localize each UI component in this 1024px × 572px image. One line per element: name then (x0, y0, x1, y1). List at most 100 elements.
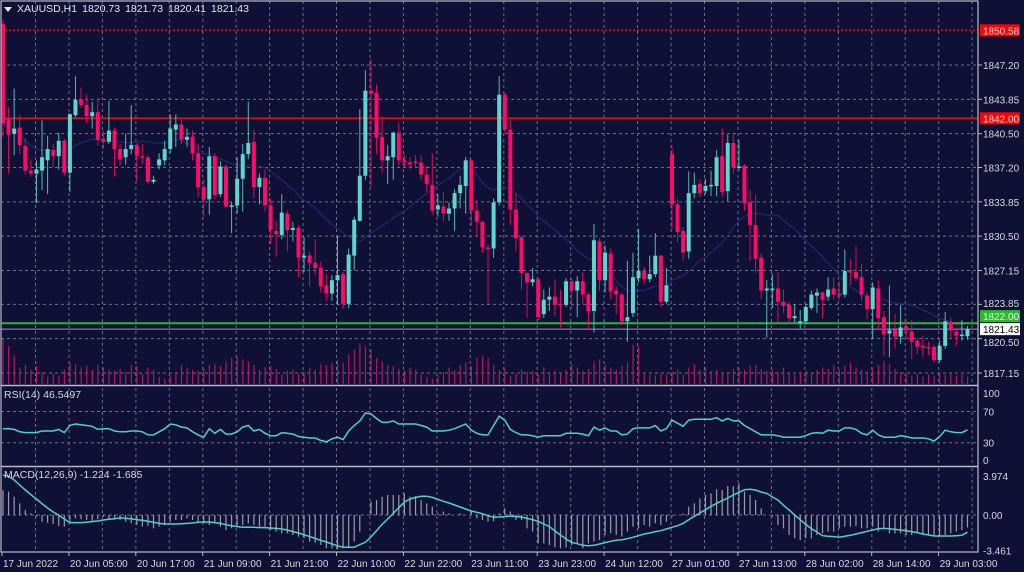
volume-bar (114, 370, 116, 384)
candle-body (40, 157, 45, 171)
candle (513, 194, 518, 252)
volume-bar (604, 365, 606, 384)
candle-body (391, 132, 396, 158)
price-axis-label: 1827.15 (983, 267, 1020, 278)
candle (859, 263, 864, 301)
volume-bar (303, 372, 305, 384)
candle (6, 107, 11, 174)
candle-body (619, 294, 624, 322)
time-axis-label: 20 Jun 17:00 (137, 559, 195, 570)
volume-bar (331, 362, 333, 384)
volume-bar (732, 368, 735, 384)
volume-bar (192, 369, 194, 384)
volume-bar (275, 368, 277, 384)
volume-bar (861, 369, 863, 384)
candle (179, 119, 184, 144)
candle-body (497, 94, 502, 203)
candle-body (915, 340, 920, 347)
candle-body (23, 145, 28, 171)
candle-body (112, 130, 117, 150)
candle (435, 194, 440, 217)
candle (770, 274, 775, 308)
volume-bar (509, 375, 512, 384)
candle-body (558, 303, 563, 306)
candle (497, 76, 502, 206)
volume-bar (526, 372, 528, 384)
candle (876, 280, 881, 330)
candle (720, 128, 725, 198)
volume-bar (35, 366, 38, 384)
candle (920, 335, 925, 358)
candle-body (842, 271, 847, 295)
candle (447, 202, 451, 221)
volume-bar (325, 365, 328, 384)
candle-body (948, 322, 953, 331)
candle (212, 153, 217, 200)
candle-body (904, 326, 909, 331)
candle-body (937, 345, 942, 361)
volume-bar (493, 365, 495, 384)
candle (474, 200, 479, 237)
candle (904, 319, 909, 339)
price-axis-label: 1823.85 (983, 299, 1020, 310)
candle (452, 189, 457, 232)
candle (145, 155, 150, 184)
candle-body (346, 254, 351, 304)
dropdown-triangle-icon[interactable] (4, 6, 12, 12)
candle-body (709, 184, 714, 187)
candle (575, 276, 580, 318)
candle (887, 285, 892, 358)
candle (932, 344, 937, 363)
candle (670, 145, 674, 231)
candle-body (296, 227, 301, 258)
candle-body (352, 219, 357, 256)
volume-bar (337, 360, 339, 384)
volume-bar (498, 369, 500, 384)
volume-bar (286, 370, 289, 384)
candle (363, 70, 368, 180)
volume-bar (894, 368, 896, 384)
candle (675, 199, 680, 243)
candle-body (218, 166, 223, 195)
volume-bar (738, 367, 740, 384)
candle-body (764, 288, 769, 291)
candle-body (413, 161, 418, 163)
volume-bar (2, 339, 4, 384)
candle-body (402, 160, 407, 163)
candles (1, 19, 970, 363)
volume-bar (314, 369, 316, 384)
volume-bar (74, 364, 77, 384)
volume-bar (180, 365, 183, 384)
candle-body (580, 281, 585, 295)
candle-body (274, 231, 279, 235)
candle-body (463, 160, 468, 186)
time-axis-label: 21 Jun 21:00 (271, 559, 329, 570)
volume-bar (816, 369, 818, 384)
volume-bar (554, 370, 556, 384)
candle-body (965, 329, 970, 337)
candle (352, 216, 357, 270)
volume-bar (576, 367, 578, 384)
candle-body (268, 205, 273, 231)
candle-body (720, 156, 725, 193)
candle (736, 139, 741, 170)
volume-bar (281, 374, 283, 384)
candle (346, 248, 351, 308)
candle-body (502, 94, 507, 130)
volume-bar (342, 362, 344, 384)
candle (508, 120, 513, 225)
volume-bar (476, 357, 478, 384)
candle-body (224, 166, 228, 207)
volume-bar (838, 369, 840, 384)
volume-bar (208, 365, 210, 384)
candle-body (865, 295, 870, 309)
candle (302, 237, 307, 273)
candle-body (932, 346, 937, 361)
time-axis-label: 28 Jun 02:00 (806, 559, 864, 570)
volume-bar (454, 370, 456, 384)
candle-body (329, 280, 334, 294)
macd-title: MACD(12,26,9) (4, 469, 77, 481)
volume-bar (409, 367, 411, 384)
volume-bar (849, 362, 852, 384)
